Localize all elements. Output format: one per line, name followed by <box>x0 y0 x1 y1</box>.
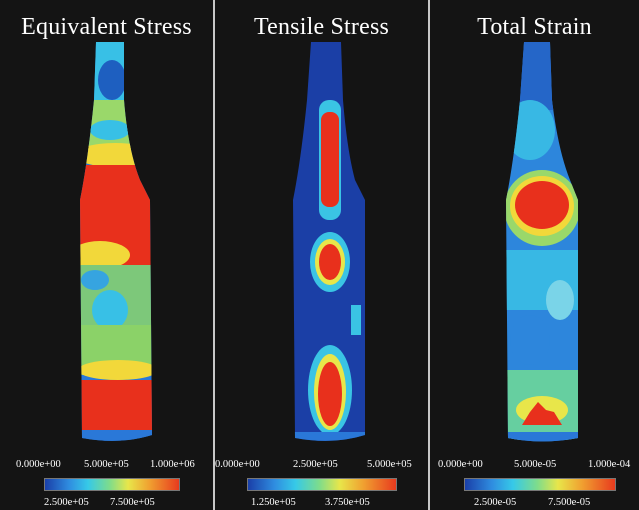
tick-label: 7.500e+05 <box>110 497 155 508</box>
colorbar <box>247 478 397 491</box>
tick-label: 2.500e+05 <box>44 497 89 508</box>
bottle-tensile-stress-image <box>215 40 428 450</box>
bottle-total-strain-image <box>430 40 639 450</box>
tick-label: 1.000e-04 <box>588 459 630 470</box>
panel-title: Total Strain <box>430 14 639 41</box>
colorbar <box>44 478 180 491</box>
tick-label: 0.000e+00 <box>215 459 260 470</box>
tick-label: 0.000e+00 <box>438 459 483 470</box>
tick-label: 5.000e-05 <box>514 459 556 470</box>
panel-total-strain: Total Strain 0.000e+00 5.000e-05 1.000e-… <box>430 0 639 510</box>
tick-label: 1.250e+05 <box>251 497 296 508</box>
tick-label: 2.500e-05 <box>474 497 516 508</box>
tick-label: 1.000e+06 <box>150 459 195 470</box>
panel-title: Equivalent Stress <box>0 14 213 41</box>
tick-label: 5.000e+05 <box>84 459 129 470</box>
colorbar <box>464 478 616 491</box>
tick-label: 2.500e+05 <box>293 459 338 470</box>
panel-equivalent-stress: Equivalent Stress 0.000e+00 5.000e+ <box>0 0 213 510</box>
tick-label: 5.000e+05 <box>367 459 412 470</box>
panel-tensile-stress: Tensile Stress 0.000e+00 2.500e+05 5.000… <box>215 0 428 510</box>
panel-title: Tensile Stress <box>215 14 428 41</box>
tick-label: 0.000e+00 <box>16 459 61 470</box>
tick-label: 7.500e-05 <box>548 497 590 508</box>
tick-label: 3.750e+05 <box>325 497 370 508</box>
bottle-equivalent-stress-image <box>0 40 213 450</box>
